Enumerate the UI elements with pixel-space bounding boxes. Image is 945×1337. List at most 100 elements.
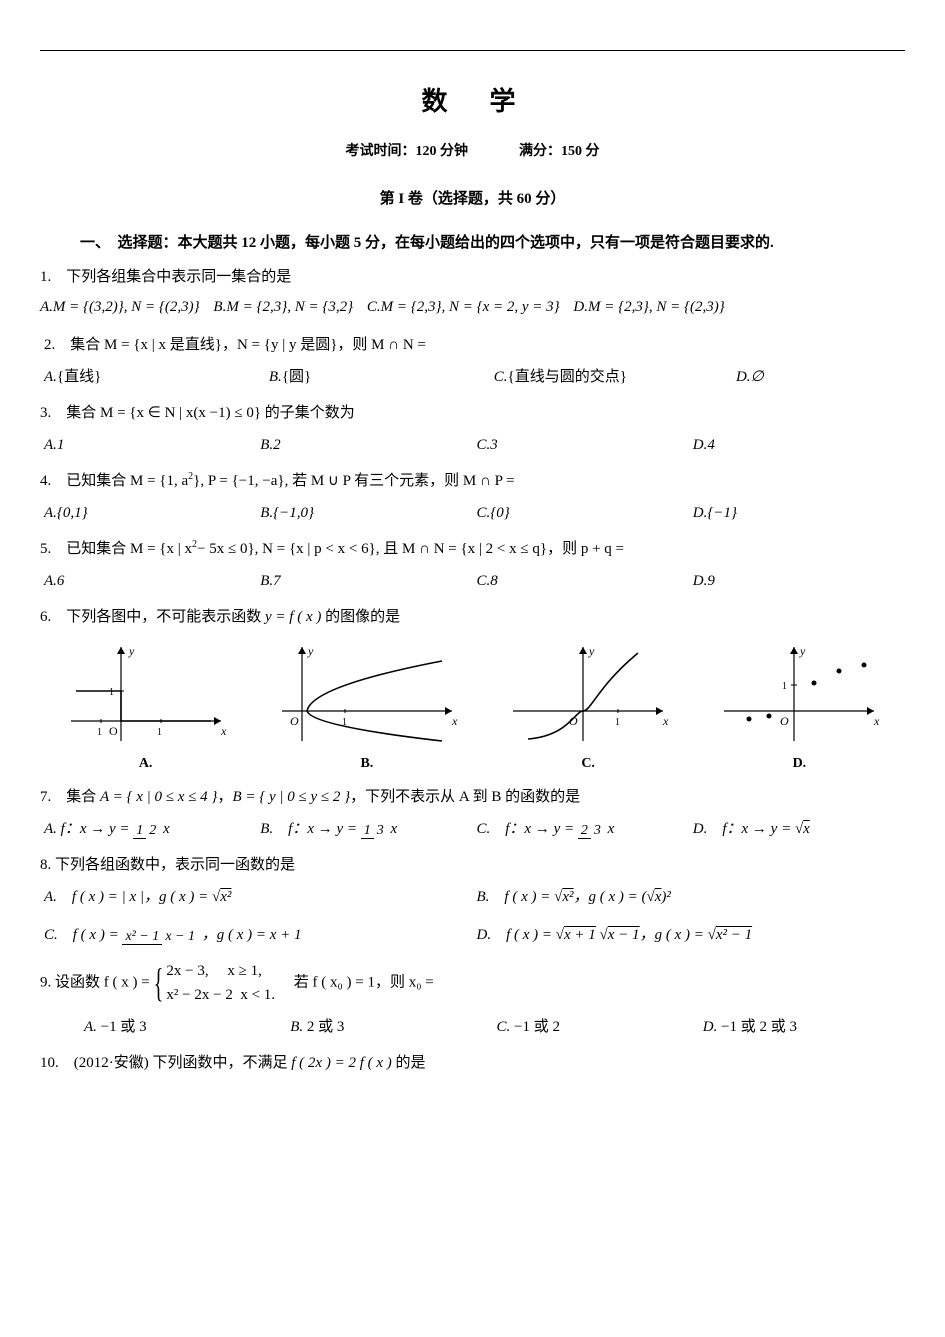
- question-5-options: A.6 B.7 C.8 D.9: [40, 567, 905, 595]
- q7-opt-d-rad: x: [803, 821, 810, 837]
- svg-text:x: x: [451, 714, 458, 728]
- q6-b: y = f ( x ): [265, 609, 321, 625]
- svg-text:x: x: [220, 724, 227, 738]
- q8-opt-d-r1: x + 1: [564, 927, 596, 943]
- q1-opt-c-pre: C.M: [367, 299, 393, 315]
- q3-opt-c: 3: [490, 437, 498, 453]
- q9-opt-a: −1 或 3: [101, 1019, 147, 1035]
- svg-text:y: y: [799, 644, 806, 658]
- fig-c-label: C.: [503, 753, 673, 775]
- q8-opt-c-b: ，g ( x ) = x + 1: [202, 927, 302, 943]
- q7-opt-c-pre: C. f：x → y =: [477, 821, 575, 837]
- svg-text:O: O: [290, 714, 299, 728]
- q10-a: 10. (2012·安徽) 下列函数中，不满足: [40, 1055, 291, 1071]
- svg-text:y: y: [128, 644, 135, 658]
- q3-opt-b: 2: [273, 437, 281, 453]
- q2-opt-a: {直线}: [57, 369, 101, 385]
- question-2: 2. 集合 M = {x | x 是直线}，N = {y | y 是圆}，则 M…: [40, 333, 905, 357]
- question-7: 7. 集合 A = { x | 0 ≤ x ≤ 4 }，B = { y | 0 …: [40, 785, 905, 809]
- q8-opt-c-frac: x² − 1x − 1: [122, 928, 198, 945]
- q5-opt-c: 8: [490, 573, 498, 589]
- question-3-options: A.1 B.2 C.3 D.4: [40, 431, 905, 459]
- fig-d: y x O 1: [714, 641, 884, 751]
- svg-text:x: x: [662, 714, 669, 728]
- section-heading: 一、 选择题：本大题共 12 小题，每小题 5 分，在每小题给出的四个选项中，只…: [40, 231, 905, 255]
- q7-opt-d-pre: D. f：x → y = √: [693, 821, 803, 837]
- q5-a: 5. 已知集合 M = {x | x: [40, 541, 192, 557]
- q3-opt-a: 1: [57, 437, 65, 453]
- meta-line: 考试时间：120 分钟 满分：150 分: [40, 141, 905, 163]
- q9-r1l: 2x − 3,: [166, 963, 208, 979]
- frac-2-3: 23: [578, 822, 604, 839]
- q9-r2r: x < 1.: [240, 987, 275, 1003]
- question-9: 9. 设函数 f ( x ) = { 2x − 3, x ≥ 1, x² − 2…: [40, 959, 905, 1007]
- svg-text:y: y: [307, 644, 314, 658]
- q8-opt-b-b: ，g ( x ) = (√: [574, 889, 655, 905]
- fig-a-label: A.: [61, 753, 231, 775]
- brace-icon: {: [154, 963, 164, 1003]
- svg-text:1: 1: [97, 727, 102, 738]
- q4-a: 4. 已知集合 M = {1, a: [40, 473, 188, 489]
- q10-b: f ( 2x ) = 2 f ( x ): [291, 1055, 392, 1071]
- q2-opt-d: ∅: [751, 369, 764, 385]
- q9-r2l: x² − 2x − 2: [166, 987, 232, 1003]
- svg-text:1: 1: [109, 687, 114, 698]
- fig-b: y x O 1: [272, 641, 462, 751]
- svg-text:O: O: [780, 714, 789, 728]
- q8-opt-b-r1: x²: [562, 889, 573, 905]
- q1-opt-c: = {2,3}, N = {x = 2, y = 3}: [393, 299, 560, 315]
- svg-text:1: 1: [615, 717, 620, 728]
- question-4: 4. 已知集合 M = {1, a2}, P = {−1, −a}, 若 M ∪…: [40, 469, 905, 493]
- q8-opt-d-a: D. f ( x ) = √: [477, 927, 565, 943]
- question-3: 3. 集合 M = {x ∈ N | x(x −1) ≤ 0} 的子集个数为: [40, 401, 905, 425]
- q2-text: 2. 集合 M = {x | x 是直线}，N = {y | y 是圆}，则 M…: [44, 337, 426, 353]
- question-8-options-row1: A. f ( x ) = | x |，g ( x ) = √x² B. f ( …: [40, 883, 905, 911]
- q7-c: ，: [217, 789, 232, 805]
- q8-opt-d-r3: x² − 1: [716, 927, 752, 943]
- svg-text:1: 1: [782, 681, 787, 692]
- q1-opt-a: = {(3,2)}, N = {(2,3)}: [65, 299, 199, 315]
- q9-r1r: x ≥ 1,: [227, 963, 261, 979]
- full-label: 满分：: [519, 144, 561, 159]
- q7-e: ，下列不表示从 A 到 B 的函数的是: [350, 789, 580, 805]
- q8-opt-d-b: ，g ( x ) = √: [640, 927, 716, 943]
- q4-b: }, P = {−1, −a}, 若 M ∪ P 有三个元素，则 M ∩ P =: [193, 473, 514, 489]
- q9-opt-c: −1 或 2: [514, 1019, 560, 1035]
- q5-opt-d: 9: [707, 573, 715, 589]
- piecewise: 2x − 3, x ≥ 1, x² − 2x − 2 x < 1.: [166, 959, 275, 1007]
- q1-opt-d: = {2,3}, N = {(2,3)}: [600, 299, 724, 315]
- svg-text:1: 1: [157, 727, 162, 738]
- q4-opt-c: {0}: [490, 505, 510, 521]
- q1-opt-a-pre: A.M: [40, 299, 65, 315]
- q3-opt-d: 4: [707, 437, 715, 453]
- full-value: 150 分: [561, 144, 600, 159]
- q8-opt-b-c: )²: [661, 889, 671, 905]
- q5-b: − 5x ≤ 0}, N = {x | p < x < 6}, 且 M ∩ N …: [197, 541, 624, 557]
- part-header: 第 I 卷（选择题，共 60 分）: [40, 187, 905, 211]
- question-6-figures: y x O 1 1 1 A. y x O 1: [40, 641, 905, 775]
- q2-opt-b: {圆}: [282, 369, 311, 385]
- top-rule: [40, 50, 905, 51]
- q6-c: 的图像的是: [321, 609, 400, 625]
- q5-opt-b: 7: [273, 573, 281, 589]
- question-1: 1. 下列各组集合中表示同一集合的是: [40, 265, 905, 289]
- q4-opt-d: {−1}: [707, 505, 737, 521]
- question-8-options-row2: C. f ( x ) = x² − 1x − 1 ，g ( x ) = x + …: [40, 921, 905, 949]
- question-9-options: A. −1 或 3 B. 2 或 3 C. −1 或 2 D. −1 或 2 或…: [40, 1013, 905, 1041]
- question-2-options: A.{直线} B.{圆} C.{直线与圆的交点} D.∅: [40, 363, 905, 391]
- fig-b-label: B.: [272, 753, 462, 775]
- svg-text:1: 1: [342, 717, 347, 728]
- question-8: 8. 下列各组函数中，表示同一函数的是: [40, 853, 905, 877]
- q4-opt-a: {0,1}: [57, 505, 88, 521]
- q2-opt-c: {直线与圆的交点}: [508, 369, 627, 385]
- svg-text:O: O: [109, 724, 118, 738]
- q8-opt-a-rad: x²: [220, 889, 231, 905]
- question-5: 5. 已知集合 M = {x | x2− 5x ≤ 0}, N = {x | p…: [40, 537, 905, 561]
- q4-opt-b: {−1,0}: [273, 505, 314, 521]
- q9-a: 9. 设函数 f ( x ) =: [40, 975, 153, 991]
- question-1-options: A.M = {(3,2)}, N = {(2,3)} B.M = {2,3}, …: [40, 295, 905, 319]
- fig-c: y x O 1: [503, 641, 673, 751]
- fig-d-label: D.: [714, 753, 884, 775]
- q9-b: 若 f ( x₀ ) = 1，则 x₀ =: [279, 975, 434, 991]
- frac-1-2: 12: [133, 822, 159, 839]
